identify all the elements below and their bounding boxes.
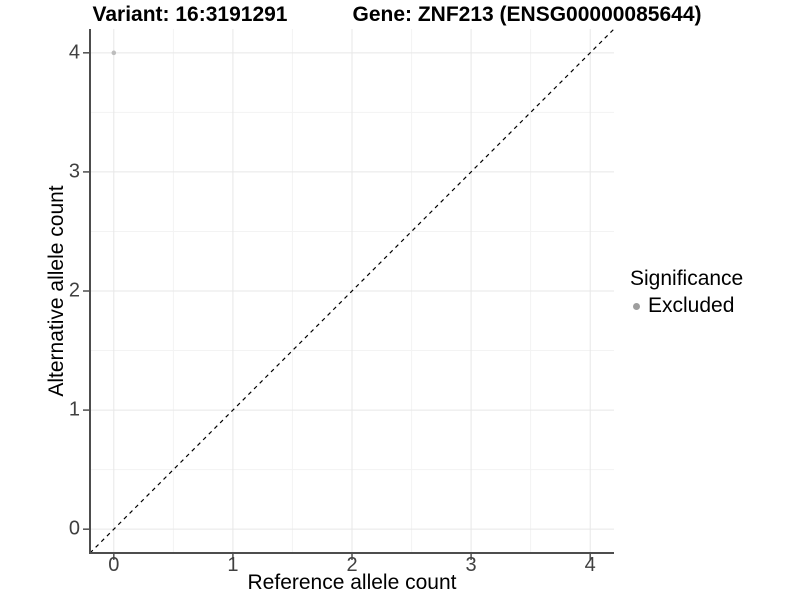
legend-title: Significance — [630, 267, 744, 290]
legend-item-excluded: Excluded — [630, 294, 743, 318]
y-tick-label: 0 — [68, 517, 80, 540]
y-tick-label: 4 — [68, 41, 80, 64]
legend-point-icon — [633, 302, 640, 310]
data-point — [111, 50, 117, 56]
legend: Significance Excluded — [630, 266, 743, 318]
tick-marks — [83, 52, 591, 560]
x-tick-label: 4 — [584, 554, 596, 576]
identity-dashed-line — [89, 28, 615, 554]
x-axis-title: Reference allele count — [247, 571, 457, 594]
x-tick-label: 2 — [346, 554, 358, 576]
y-tick-label: 3 — [68, 160, 80, 183]
y-tick-label: 1 — [68, 398, 80, 421]
y-tick-label: 2 — [68, 279, 80, 302]
x-tick-label: 3 — [465, 554, 477, 576]
plot-title-variant: Variant: 16:3191291 — [92, 3, 288, 26]
x-tick-label: 1 — [227, 554, 239, 576]
x-tick-label: 0 — [108, 554, 120, 576]
legend-item-label: Excluded — [648, 294, 735, 317]
grid-major — [90, 29, 614, 553]
plot-title-gene: Gene: ZNF213 (ENSG00000085644) — [352, 3, 702, 26]
y-axis-title: Alternative allele count — [45, 185, 68, 397]
axis-lines — [89, 29, 614, 554]
